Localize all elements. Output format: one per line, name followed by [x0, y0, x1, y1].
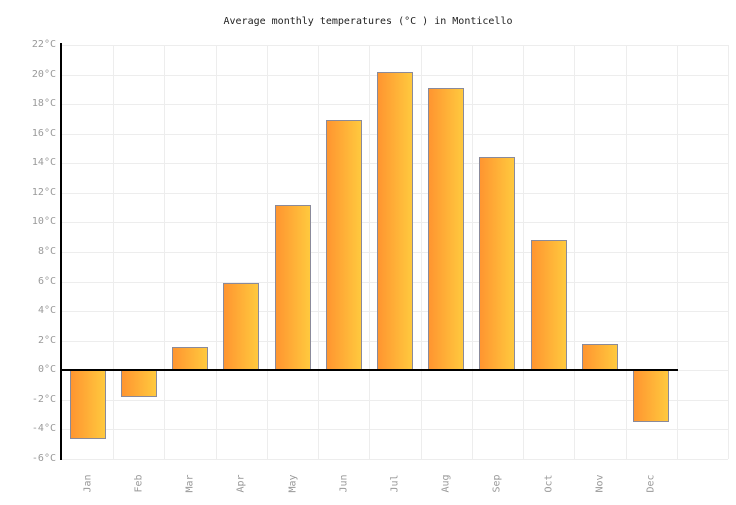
x-category-label: Feb [119, 461, 159, 505]
x-category-label: Mar [170, 461, 210, 505]
temperature-bar [428, 88, 464, 370]
x-category-label-text: Apr [235, 473, 247, 493]
y-tick-label: 10°C [31, 216, 56, 227]
zero-line [62, 369, 678, 371]
temperature-bar [121, 370, 157, 397]
y-tick-label: -4°C [31, 423, 56, 434]
x-category-label-text: Mar [184, 473, 196, 493]
x-category-label: Apr [221, 461, 261, 505]
y-gridline [62, 459, 728, 460]
x-category-label-text: Aug [440, 473, 452, 493]
chart-title: Average monthly temperatures (°C ) in Mo… [223, 16, 513, 27]
x-category-label-text: Oct [543, 473, 555, 493]
x-category-label-text: Dec [645, 473, 657, 493]
x-gridline [523, 45, 524, 459]
x-category-label: Nov [580, 461, 620, 505]
temperature-bar [70, 370, 106, 439]
y-tick-label: 4°C [37, 305, 56, 316]
x-category-label: Sep [477, 461, 517, 505]
x-gridline [677, 45, 678, 459]
temperature-bar [479, 157, 515, 370]
y-tick-label: -6°C [31, 453, 56, 464]
temperature-bar [633, 370, 669, 422]
x-category-label-text: May [287, 473, 299, 493]
temperature-bar [223, 283, 259, 370]
x-category-label: Jul [375, 461, 415, 505]
y-tick-label: -2°C [31, 394, 56, 405]
x-gridline [267, 45, 268, 459]
temperature-bar [531, 240, 567, 370]
y-tick-label: 12°C [31, 187, 56, 198]
y-gridline [62, 400, 728, 401]
x-category-label-text: Sep [491, 473, 503, 493]
x-category-label-text: Jun [338, 473, 350, 493]
y-tick-label: 0°C [37, 364, 56, 375]
x-gridline [164, 45, 165, 459]
y-tick-label: 22°C [31, 39, 56, 50]
y-tick-label: 14°C [31, 157, 56, 168]
x-gridline [369, 45, 370, 459]
y-gridline [62, 429, 728, 430]
temperature-bar [377, 72, 413, 371]
y-axis-line [60, 43, 62, 460]
x-category-label: Jan [68, 461, 108, 505]
temperature-bar [275, 205, 311, 371]
x-gridline [318, 45, 319, 459]
x-category-label: May [273, 461, 313, 505]
y-tick-label: 2°C [37, 335, 56, 346]
x-category-label: Jun [324, 461, 364, 505]
y-tick-label: 8°C [37, 246, 56, 257]
x-gridline [216, 45, 217, 459]
x-gridline [472, 45, 473, 459]
temperature-bar [326, 120, 362, 370]
y-tick-label: 18°C [31, 98, 56, 109]
x-gridline [113, 45, 114, 459]
x-category-label-text: Jan [82, 473, 94, 493]
x-category-label: Dec [631, 461, 671, 505]
x-category-label: Aug [426, 461, 466, 505]
x-category-label: Oct [529, 461, 569, 505]
y-tick-label: 16°C [31, 128, 56, 139]
x-category-label-text: Jul [389, 473, 401, 493]
y-tick-label: 20°C [31, 69, 56, 80]
x-gridline [574, 45, 575, 459]
x-gridline [626, 45, 627, 459]
x-gridline [728, 45, 729, 459]
temperature-bar [582, 344, 618, 371]
x-category-label-text: Nov [594, 473, 606, 493]
x-gridline [421, 45, 422, 459]
temperature-bar [172, 347, 208, 371]
y-tick-label: 6°C [37, 276, 56, 287]
y-gridline [62, 45, 728, 46]
x-category-label-text: Feb [133, 473, 145, 493]
